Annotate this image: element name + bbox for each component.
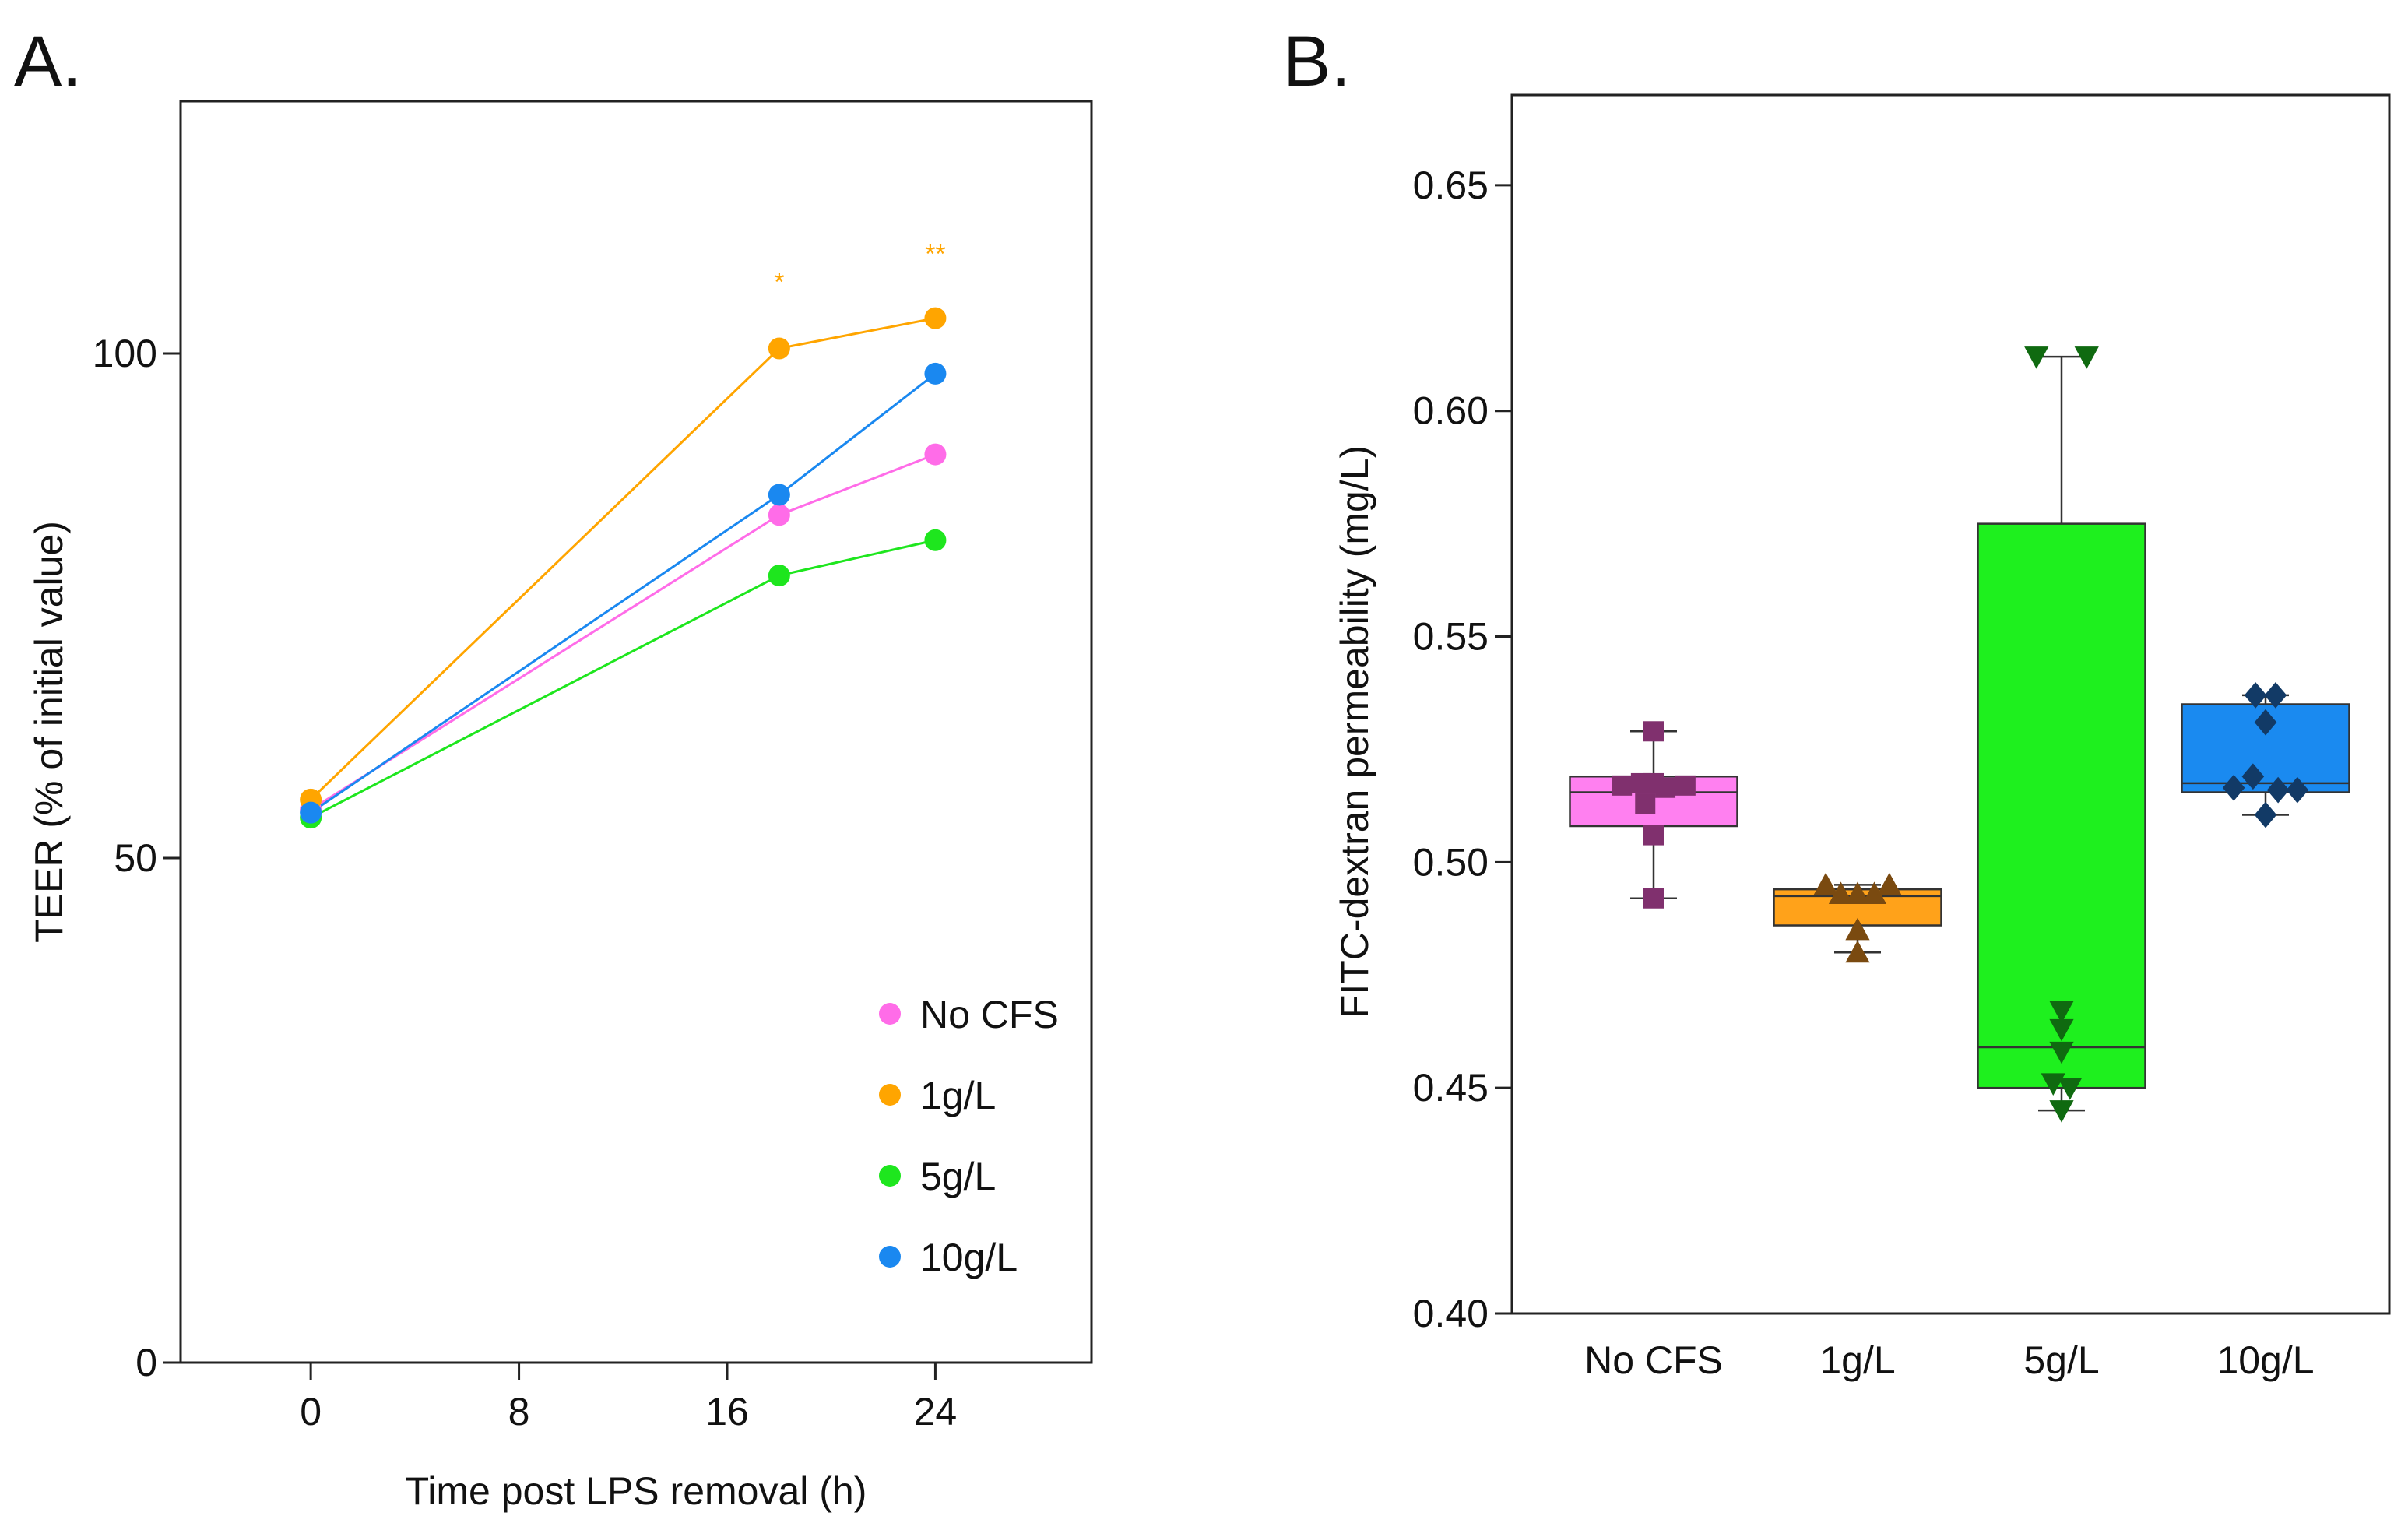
y-tick-label: 100 xyxy=(93,332,157,375)
panel-b-x-axis: No CFS 1g/L 5g/L 10g/L xyxy=(1584,1338,2314,1382)
x-tick-label: 16 xyxy=(705,1390,749,1433)
legend-label: No CFS xyxy=(920,993,1059,1036)
data-point xyxy=(1643,772,1664,793)
data-point xyxy=(2244,682,2267,709)
y-tick-label: 0 xyxy=(135,1341,157,1384)
series-line xyxy=(310,317,936,800)
panel-b-frame xyxy=(1510,93,2391,1315)
data-point xyxy=(2254,709,2277,736)
data-point xyxy=(1845,917,1870,941)
x-tick-label: 24 xyxy=(914,1390,958,1433)
data-point xyxy=(1845,881,1870,904)
data-point xyxy=(2024,346,2049,369)
data-point xyxy=(2222,774,2245,801)
series-line xyxy=(310,372,937,814)
significance-marker: ** xyxy=(925,239,945,269)
data-point xyxy=(924,443,947,466)
series-line xyxy=(310,539,936,819)
data-point xyxy=(300,801,322,824)
y-tick-label: 0.55 xyxy=(1413,615,1489,659)
legend-label: 5g/L xyxy=(920,1155,996,1198)
data-point xyxy=(1643,721,1664,742)
data-point xyxy=(2049,1018,2074,1042)
data-point xyxy=(2058,1078,2083,1100)
panel-a-annotations: *** xyxy=(774,239,945,297)
x-category-label: No CFS xyxy=(1584,1338,1723,1382)
data-point xyxy=(1861,881,1887,904)
panel-b-y-axis-title: FITC-dextran permeability (mg/L) xyxy=(1333,445,1376,1018)
x-tick-label: 0 xyxy=(300,1390,322,1433)
panel-b-chart: 0.40 0.45 0.50 0.55 0.60 0.65 No CFS 1g/L 5g/L 1… xyxy=(1333,93,2391,1382)
data-point xyxy=(2286,776,2309,804)
panel-b-points xyxy=(1612,346,2309,1123)
panel-a-x-axis: 0 8 16 24 xyxy=(300,1363,957,1433)
x-category-label: 1g/L xyxy=(1819,1338,1895,1382)
data-point xyxy=(2241,763,2265,790)
panel-b-y-axis: 0.40 0.45 0.50 0.55 0.60 0.65 xyxy=(1413,164,1512,1335)
data-point xyxy=(924,529,947,551)
data-point xyxy=(924,307,947,329)
x-tick-label: 8 xyxy=(508,1390,530,1433)
x-category-label: 5g/L xyxy=(2023,1338,2099,1382)
data-point xyxy=(1675,775,1696,796)
panel-a-y-axis-title: TEER (% of initial value) xyxy=(27,521,71,943)
data-point xyxy=(2049,1001,2074,1024)
legend-swatch xyxy=(879,1084,901,1106)
data-point xyxy=(1643,825,1664,846)
data-point xyxy=(924,362,947,385)
data-point xyxy=(1845,940,1870,963)
y-tick-label: 0.50 xyxy=(1413,840,1489,884)
data-point xyxy=(1828,881,1854,904)
data-point xyxy=(1612,775,1633,796)
data-point xyxy=(2049,1100,2074,1123)
y-tick-label: 0.60 xyxy=(1413,389,1489,433)
box-iqr xyxy=(1977,522,2146,1089)
data-point xyxy=(768,484,790,506)
panel-a-series-lines xyxy=(310,317,937,819)
data-point xyxy=(2254,801,2277,828)
panel-a-frame xyxy=(179,100,1093,1364)
data-point xyxy=(2266,776,2290,804)
data-point xyxy=(1877,872,1902,895)
y-tick-label: 0.45 xyxy=(1413,1066,1489,1110)
legend-swatch xyxy=(879,1003,901,1025)
panel-a-series-points xyxy=(300,307,947,829)
data-point xyxy=(1643,888,1664,909)
data-point xyxy=(2264,682,2287,709)
significance-marker: * xyxy=(774,268,784,297)
data-point xyxy=(1635,793,1656,814)
data-point xyxy=(768,565,790,587)
legend-swatch xyxy=(879,1165,901,1187)
y-tick-label: 0.65 xyxy=(1413,164,1489,207)
legend-label: 1g/L xyxy=(920,1074,996,1117)
panel-a-label: A. xyxy=(14,22,82,101)
legend-swatch xyxy=(879,1246,901,1268)
legend-label: 10g/L xyxy=(920,1236,1018,1279)
data-point xyxy=(2074,346,2099,369)
y-tick-label: 0.40 xyxy=(1413,1292,1489,1335)
series-line xyxy=(310,453,936,811)
panel-b-label: B. xyxy=(1283,22,1351,101)
data-point xyxy=(2049,1041,2074,1064)
panel-a-legend: No CFS 1g/L 5g/L 10g/L xyxy=(879,993,1059,1279)
x-category-label: 10g/L xyxy=(2216,1338,2314,1382)
y-tick-label: 50 xyxy=(114,836,157,880)
data-point xyxy=(1813,872,1838,895)
panel-a-y-axis: 0 50 100 xyxy=(93,332,181,1384)
panel-a-x-axis-title: Time post LPS removal (h) xyxy=(406,1469,867,1513)
data-point xyxy=(768,504,790,526)
data-point xyxy=(768,337,790,360)
panel-b-boxes xyxy=(1569,355,2350,1112)
